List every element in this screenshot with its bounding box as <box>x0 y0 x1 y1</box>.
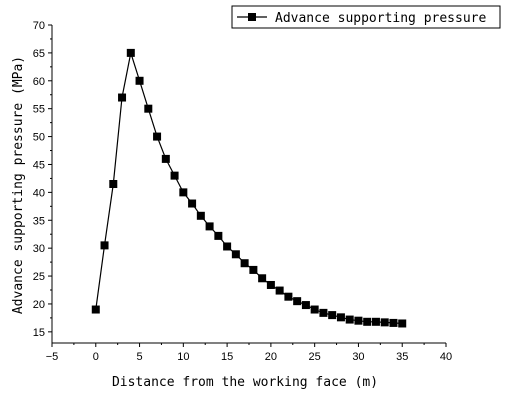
data-point <box>389 318 398 327</box>
x-tick-label: 0 <box>93 351 99 363</box>
x-tick-label: 5 <box>136 351 142 363</box>
y-tick-label: 45 <box>33 159 45 171</box>
x-tick-label: 10 <box>177 351 189 363</box>
data-point <box>223 242 232 251</box>
y-tick-label: 70 <box>33 20 45 32</box>
y-tick-label: 40 <box>33 187 45 199</box>
data-point <box>258 274 267 283</box>
data-point <box>345 315 354 324</box>
data-point <box>135 76 144 85</box>
y-tick-label: 35 <box>33 215 45 227</box>
data-point <box>249 265 258 274</box>
data-point <box>118 93 127 102</box>
series-layer <box>91 48 407 328</box>
axes: −5 0 5 10 15 20 25 30 35 40 15 20 25 30 35 40 45 50 55 60 65… <box>33 20 452 363</box>
data-point <box>380 318 389 327</box>
x-tick-label: 35 <box>396 351 408 363</box>
data-point <box>126 48 135 57</box>
x-tick-label: 40 <box>440 351 452 363</box>
data-point <box>354 316 363 325</box>
y-tick-label: 60 <box>33 76 45 88</box>
data-point <box>328 311 337 320</box>
data-point <box>266 280 275 289</box>
y-tick-label: 55 <box>33 104 45 116</box>
data-point <box>371 317 380 326</box>
y-tick-label: 15 <box>33 327 45 339</box>
data-point <box>196 211 205 220</box>
y-tick-label: 50 <box>33 132 45 144</box>
data-point <box>240 259 249 268</box>
x-axis-title: Distance from the working face (m) <box>112 375 378 390</box>
data-point <box>319 308 328 317</box>
data-point <box>214 231 223 240</box>
legend: Advance supporting pressure <box>231 5 501 29</box>
y-axis-title: Advance supporting pressure (MPa) <box>11 56 26 314</box>
data-point <box>363 317 372 326</box>
data-point <box>188 199 197 208</box>
data-point <box>170 171 179 180</box>
data-point <box>284 292 293 301</box>
data-point <box>336 313 345 322</box>
data-point <box>231 250 240 259</box>
x-tick-label: −5 <box>46 351 59 363</box>
y-tick-label: 65 <box>33 48 45 60</box>
y-tick-label: 30 <box>33 243 45 255</box>
data-point <box>275 286 284 295</box>
x-tick-label: 15 <box>221 351 233 363</box>
data-point <box>310 305 319 314</box>
legend-label: Advance supporting pressure <box>275 11 486 26</box>
x-tick-label: 30 <box>352 351 364 363</box>
data-point <box>293 297 302 306</box>
data-point <box>179 188 188 197</box>
data-point <box>100 241 109 250</box>
data-point <box>398 319 407 328</box>
series-line <box>95 52 403 325</box>
data-point <box>205 222 214 231</box>
data-point <box>109 180 118 188</box>
data-point <box>91 305 100 314</box>
data-point <box>161 154 170 163</box>
x-tick-label: 25 <box>309 351 321 363</box>
legend-marker <box>248 13 256 21</box>
data-point <box>153 132 162 141</box>
legend-box <box>231 5 501 29</box>
data-point <box>301 301 310 310</box>
y-tick-label: 20 <box>33 299 45 311</box>
y-tick-label: 25 <box>33 271 45 283</box>
x-tick-label: 20 <box>265 351 277 363</box>
data-point <box>144 104 153 113</box>
